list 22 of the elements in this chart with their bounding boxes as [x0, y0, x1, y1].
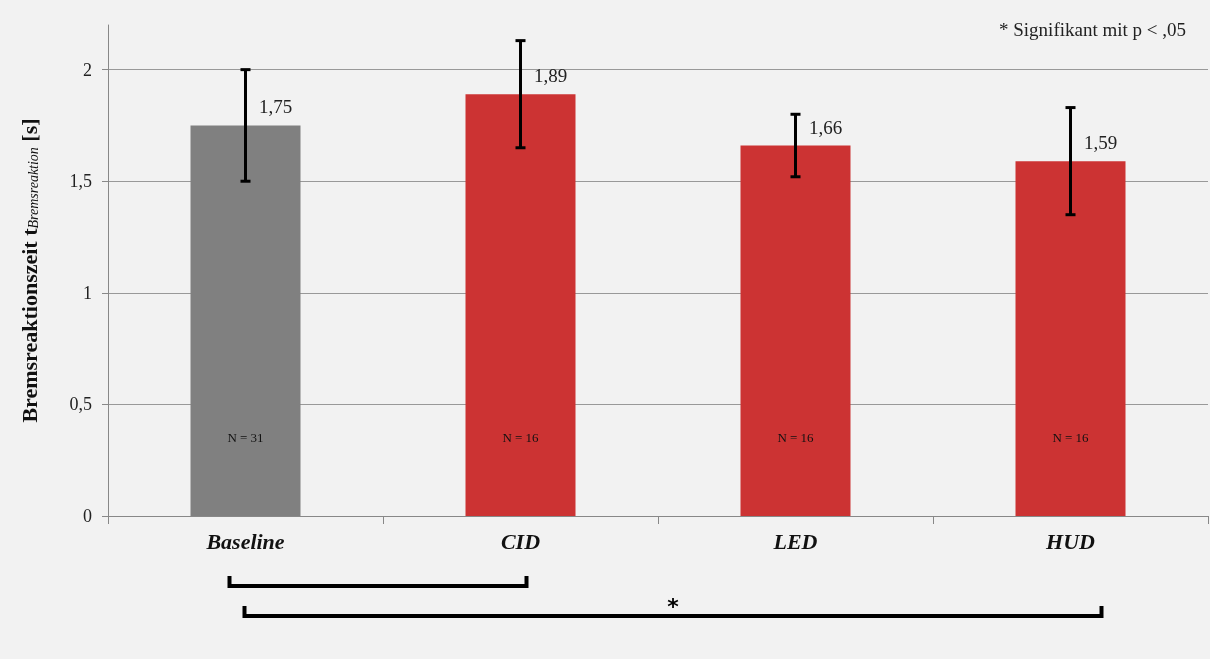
bar	[740, 145, 851, 516]
annotation: N = 16	[777, 429, 815, 445]
y-tick-label: 2	[83, 59, 92, 80]
annotation: * Signifikant mit p < ,05	[999, 19, 1187, 40]
y-tick-label: 1	[83, 282, 92, 303]
y-tick-label: 0	[83, 506, 92, 526]
x-tick-label: LED	[772, 528, 818, 554]
data-label: 1,89	[533, 65, 568, 87]
data-label: 1,59	[1083, 132, 1118, 154]
x-tick-label: Baseline	[205, 528, 285, 554]
annotation: N = 16	[502, 429, 540, 445]
text: *	[667, 594, 680, 619]
bar	[1015, 161, 1126, 516]
annotation: N = 31	[227, 429, 264, 445]
bar	[465, 94, 576, 516]
x-tick-label: CID	[500, 528, 541, 554]
x-tick-label: HUD	[1045, 528, 1096, 554]
annotation: N = 16	[1052, 429, 1090, 445]
y-tick-label: 1,5	[69, 171, 92, 192]
data-label: 1,75	[258, 96, 293, 118]
data-label: 1,66	[808, 116, 843, 138]
y-tick-label: 0,5	[69, 394, 92, 415]
